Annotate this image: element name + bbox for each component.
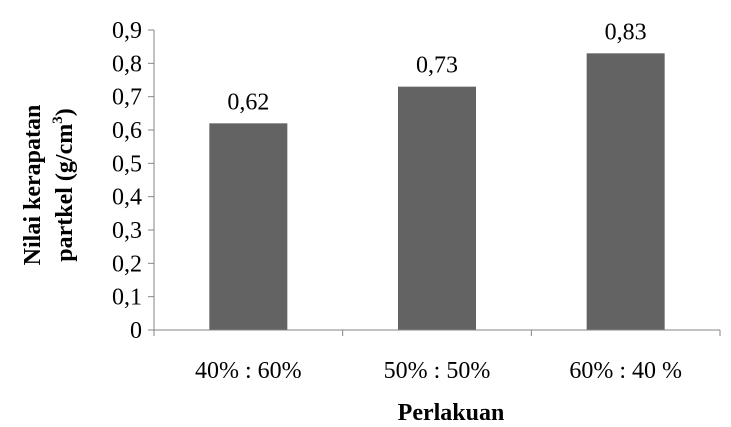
bar (209, 123, 288, 330)
x-axis-title: Perlakuan (398, 400, 505, 426)
y-tick-label: 0,7 (112, 85, 142, 111)
y-axis-title-close: ) (52, 108, 78, 116)
data-label: 0,83 (605, 19, 647, 45)
x-category-label: 50% : 50% (384, 358, 491, 384)
data-label: 0,62 (227, 89, 269, 115)
y-tick-label: 0,5 (112, 151, 142, 177)
y-tick-label: 0 (130, 318, 142, 344)
y-tick-label: 0,4 (112, 185, 142, 211)
y-tick-label: 0,1 (112, 285, 142, 311)
y-tick-label: 0,8 (112, 51, 142, 77)
bar (586, 53, 665, 330)
y-axis-title-unit: partkel (g/cm (52, 124, 78, 262)
y-axis-title-line1: Nilai kerapatan (20, 105, 46, 266)
bar (398, 86, 476, 331)
y-axis-ticks: 0 0,1 0,2 0,3 0,4 0,5 0,6 0,7 0,8 0,9 (112, 18, 154, 344)
bars (209, 53, 665, 331)
x-category-label: 60% : 40 % (569, 358, 682, 384)
y-tick-label: 0,3 (112, 218, 142, 244)
y-tick-label: 0,9 (112, 18, 142, 44)
data-label: 0,73 (416, 53, 458, 79)
y-tick-label: 0,2 (112, 251, 142, 277)
y-axis-title-line2: partkel (g/cm3) (50, 108, 78, 261)
x-category-label: 40% : 60% (195, 358, 302, 384)
data-labels: 0,62 0,73 0,83 (227, 19, 646, 115)
x-axis-ticks: 40% : 60% 50% : 50% 60% : 40 % (153, 330, 721, 384)
y-axis-title-superscript: 3 (50, 116, 66, 124)
y-tick-label: 0,6 (112, 118, 142, 144)
